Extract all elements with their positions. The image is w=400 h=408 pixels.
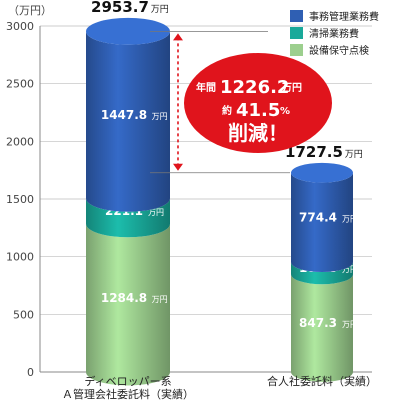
reduction-callout-bubble — [184, 53, 332, 153]
arrow-head-down — [173, 163, 183, 171]
segment-unit-label: 万円 — [152, 295, 168, 304]
total-unit-label: 万円 — [151, 4, 169, 15]
callout-line3: 削減！ — [228, 121, 288, 145]
bar-segment — [86, 31, 170, 212]
y-tick-label: 500 — [13, 308, 34, 321]
y-tick-label: 2000 — [6, 135, 34, 148]
y-tick-label: 3000 — [6, 20, 34, 33]
segment-value-label: 847.3 — [299, 316, 337, 330]
bar-segment — [291, 172, 353, 272]
callout-line2-value: 41.5 — [236, 100, 280, 121]
bar-segment — [86, 198, 170, 238]
callout-line2-unit: % — [280, 106, 290, 117]
total-unit-label: 万円 — [345, 149, 363, 160]
legend-swatch — [290, 10, 303, 22]
legend-swatch — [290, 44, 303, 56]
y-tick-label: 1000 — [6, 251, 34, 264]
segment-unit-label: 万円 — [342, 214, 358, 223]
legend-label: 清掃業務費 — [309, 27, 359, 40]
legend-label: 事務管理業務費 — [309, 10, 379, 23]
total-value-label: 2953.7 — [91, 0, 149, 16]
category-label: 合人社委託料（実績） — [267, 374, 377, 388]
y-axis-unit-label: （万円） — [8, 4, 52, 17]
y-tick-label: 1500 — [6, 193, 34, 206]
category-label: ディベロッパー系 — [84, 374, 171, 388]
arrow-head-up — [173, 33, 183, 41]
cylinder-top-cap — [291, 162, 353, 183]
cylinder-top-cap — [86, 17, 170, 45]
segment-unit-label: 万円 — [148, 208, 164, 217]
bar-segment — [86, 223, 170, 386]
bar-segment — [291, 274, 353, 382]
segment-unit-label: 万円 — [342, 320, 358, 329]
category-label: Ａ管理会社委託料（実績） — [62, 387, 194, 401]
segment-value-label: 1447.8 — [101, 108, 147, 122]
y-tick-label: 2500 — [6, 78, 34, 91]
legend-swatch — [290, 27, 303, 39]
total-value-label: 1727.5 — [285, 143, 343, 161]
segment-unit-label: 万円 — [152, 112, 168, 121]
callout-line1-prefix: 年間 — [196, 81, 216, 94]
segment-unit-label: 万円 — [342, 265, 358, 274]
callout-line1-unit: 万円 — [281, 82, 302, 94]
segment-value-label: 774.4 — [299, 210, 337, 224]
legend-label: 設備保守点検 — [309, 44, 369, 57]
y-tick-label: 0 — [27, 366, 34, 379]
callout-line2-prefix: 約 — [222, 104, 232, 117]
segment-value-label: 1284.8 — [101, 291, 147, 305]
callout-line1-value: 1226.2 — [220, 77, 289, 98]
bar-segment — [291, 262, 353, 285]
